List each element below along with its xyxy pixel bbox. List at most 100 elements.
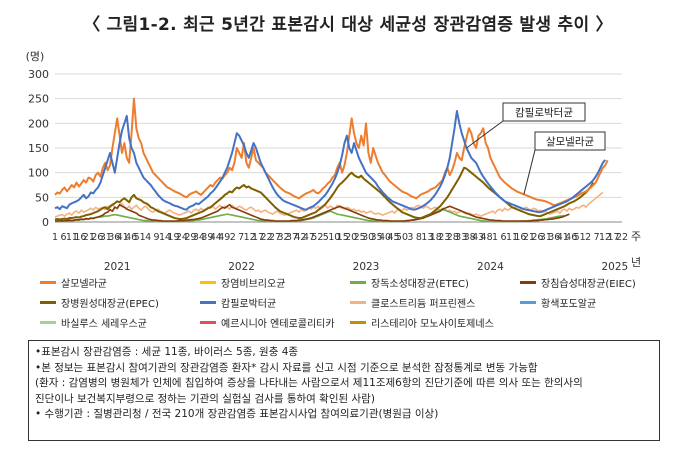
x-tick-label: 32 bbox=[277, 232, 289, 243]
legend-label: 장염비브리오균 bbox=[221, 279, 286, 290]
x-tick-label: 33 bbox=[455, 232, 467, 243]
legend-item: 리스테리아 모노사이토제네스 bbox=[350, 315, 494, 330]
x-tick-label: 16 bbox=[514, 232, 526, 243]
legend-label: 살모넬라균 bbox=[61, 279, 107, 290]
y-tick-label: 100 bbox=[28, 167, 49, 180]
x-tick-label: 21 bbox=[523, 232, 535, 243]
x-tick-label: 4 bbox=[145, 232, 151, 243]
legend-item: 황색포도알균 bbox=[520, 295, 596, 310]
note-line: 진단이나 보건복지부령으로 정하는 기관의 실험실 검사를 통하여 확인된 사람… bbox=[35, 392, 375, 405]
annotation-label: 살모넬라균 bbox=[546, 136, 595, 148]
legend-item: 장침습성대장균(EIEC) bbox=[520, 275, 636, 290]
legend-item: 장염비브리오균 bbox=[200, 275, 285, 290]
x-tick-label: 26 bbox=[531, 232, 543, 243]
x-tick-label: 17 bbox=[252, 232, 264, 243]
note-line: • 수행기관 : 질병관리청 / 전국 210개 장관감염증 표본감시사업 참여… bbox=[35, 408, 439, 420]
legend-item: 장독소성대장균(ETEC) bbox=[350, 275, 469, 290]
x-tick-label: 5 bbox=[323, 232, 329, 243]
y-tick-label: 50 bbox=[35, 191, 49, 204]
x-tick-label: 45 bbox=[387, 232, 399, 243]
x-tick-label: 30 bbox=[362, 232, 374, 243]
x-tick-label: 46 bbox=[125, 232, 137, 243]
x-tick-label: 1 bbox=[492, 232, 498, 243]
legend-swatch bbox=[350, 321, 366, 324]
legend-swatch bbox=[40, 281, 56, 284]
x-tick-label: 9 bbox=[154, 232, 160, 243]
legend-item: 장병원성대장균(EPEC) bbox=[40, 295, 159, 310]
x-axis-label: 주 bbox=[631, 230, 641, 243]
legend-label: 클로스트리듐 퍼프린젠스 bbox=[371, 299, 476, 310]
x-tick-label: 15 bbox=[337, 232, 349, 243]
year-label: 2023 bbox=[353, 261, 380, 273]
year-label: 2021 bbox=[104, 261, 131, 273]
y-tick-label: 300 bbox=[28, 68, 49, 81]
chart-title: 〈 그림1-2. 최근 5년간 표본감시 대상 세균성 장관감염증 발생 추이 … bbox=[83, 15, 613, 35]
x-tick-label: 3 bbox=[407, 232, 413, 243]
x-tick-label: 28 bbox=[447, 232, 459, 243]
x-tick-label: 6 bbox=[60, 232, 66, 243]
x-tick-label: 2 bbox=[230, 232, 236, 243]
legend-item: 바실루스 세레우스균 bbox=[40, 315, 147, 330]
note-line: •표본감시 장관감염증 : 세균 11종, 바이러스 5종, 원충 4종 bbox=[35, 346, 299, 358]
x-tick-label: 37 bbox=[286, 232, 298, 243]
x-tick-label: 8 bbox=[416, 232, 422, 243]
x-tick-label: 11 bbox=[66, 232, 78, 243]
annotation-leader bbox=[466, 120, 504, 149]
legend-label: 리스테리아 모노사이토제네스 bbox=[371, 319, 494, 330]
x-tick-label: 49 bbox=[218, 232, 230, 243]
y-axis-label: (명) bbox=[26, 50, 45, 63]
x-axis-label: 년 bbox=[631, 256, 641, 269]
x-tick-label: 36 bbox=[548, 232, 560, 243]
x-tick-label: 12 bbox=[599, 232, 611, 243]
series-line-2 bbox=[54, 110, 607, 214]
x-tick-label: 50 bbox=[396, 232, 408, 243]
year-label: 2025 bbox=[601, 261, 628, 273]
legend-swatch bbox=[200, 321, 216, 324]
x-tick-label: 16 bbox=[74, 232, 86, 243]
x-tick-label: 47 bbox=[303, 232, 315, 243]
x-tick-label: 7 bbox=[238, 232, 244, 243]
x-tick-label: 42 bbox=[294, 232, 306, 243]
x-tick-label: 39 bbox=[201, 232, 213, 243]
legend-item: 클로스트리듐 퍼프린젠스 bbox=[350, 295, 475, 310]
legend-label: 바실루스 세레우스균 bbox=[61, 319, 147, 330]
legend-item: 캄필로박터균 bbox=[200, 295, 276, 310]
x-tick-label: 51 bbox=[574, 232, 586, 243]
x-tick-label: 29 bbox=[184, 232, 196, 243]
legend-swatch bbox=[200, 281, 216, 284]
x-tick-label: 25 bbox=[354, 232, 366, 243]
x-tick-label: 17 bbox=[607, 232, 619, 243]
x-tick-label: 21 bbox=[83, 232, 95, 243]
legend-label: 장침습성대장균(EIEC) bbox=[541, 279, 636, 290]
x-tick-label: 40 bbox=[379, 232, 391, 243]
annotation-label: 캄필로박터균 bbox=[515, 107, 573, 119]
x-tick-label: 41 bbox=[557, 232, 569, 243]
year-label: 2022 bbox=[228, 261, 255, 273]
x-tick-label: 43 bbox=[472, 232, 484, 243]
x-tick-label: 20 bbox=[345, 232, 357, 243]
y-tick-label: 0 bbox=[42, 216, 49, 229]
note-line: (환자 : 감염병의 병원체가 인체에 침입하여 증상을 나타내는 사람으로서 … bbox=[35, 377, 583, 389]
x-tick-label: 13 bbox=[421, 232, 433, 243]
y-tick-label: 150 bbox=[28, 142, 49, 155]
annotation-box bbox=[534, 131, 606, 151]
legend-swatch bbox=[520, 301, 536, 304]
x-tick-label: 44 bbox=[210, 232, 222, 243]
x-tick-label: 31 bbox=[540, 232, 552, 243]
note-line: •본 정보는 표본감시 참여기관의 장관감염증 환자* 감시 자료를 신고 시점… bbox=[35, 361, 538, 374]
x-tick-label: 7 bbox=[594, 232, 600, 243]
legend-swatch bbox=[350, 281, 366, 284]
legend-item: 예르시니아 엔테로콜리티카 bbox=[200, 315, 335, 330]
x-tick-label: 19 bbox=[167, 232, 179, 243]
legend-label: 예르시니아 엔테로콜리티카 bbox=[221, 319, 335, 330]
x-tick-label: 35 bbox=[371, 232, 383, 243]
x-tick-label: 41 bbox=[117, 232, 129, 243]
legend-label: 캄필로박터균 bbox=[221, 299, 277, 310]
annotation-box bbox=[502, 102, 586, 122]
y-tick-label: 200 bbox=[28, 117, 49, 130]
annotation-leader bbox=[523, 149, 536, 195]
legend-label: 황색포도알균 bbox=[541, 299, 597, 310]
x-tick-label: 48 bbox=[481, 232, 493, 243]
x-tick-label: 38 bbox=[464, 232, 476, 243]
